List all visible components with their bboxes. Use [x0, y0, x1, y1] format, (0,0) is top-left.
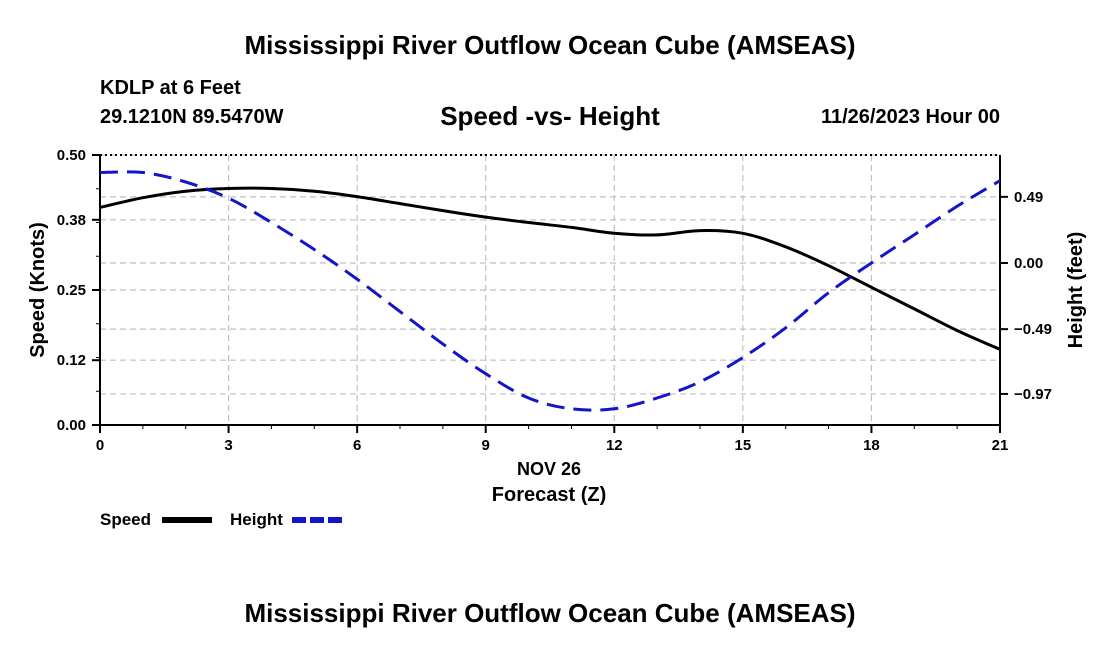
series-lines	[99, 170, 1001, 412]
chart-title: Mississippi River Outflow Ocean Cube (AM…	[244, 30, 856, 60]
y-right-tick-label: −0.49	[1014, 321, 1052, 338]
legend-label-height: Height	[230, 510, 283, 529]
station-coordinates: 29.1210N 89.5470W	[100, 106, 284, 128]
height-line	[99, 170, 1001, 412]
chart-subtitle: Speed -vs- Height	[440, 101, 660, 131]
x-axis-label: Forecast (Z)	[492, 484, 606, 506]
x-tick-label: 21	[992, 437, 1009, 454]
y-right-tick-label: −0.97	[1014, 386, 1052, 403]
footer-chart-title: Mississippi River Outflow Ocean Cube (AM…	[244, 598, 856, 628]
y-right-tick-label: 0.49	[1014, 189, 1043, 206]
x-tick-label: 15	[735, 437, 752, 454]
x-tick-label: 6	[353, 437, 361, 454]
y-axis-right-label: Height (feet)	[1065, 232, 1087, 349]
legend: Speed Height	[100, 510, 342, 529]
x-tick-label: 0	[96, 437, 104, 454]
y-axis-left-label: Speed (Knots)	[27, 222, 49, 358]
y-left-tick-label: 0.12	[57, 352, 86, 369]
x-tick-label: 12	[606, 437, 623, 454]
x-tick-label: 18	[863, 437, 880, 454]
y-left-tick-label: 0.38	[57, 212, 86, 229]
axes: 0 3 6 9 12 15 18 21 0.00 0.12 0.25 0.38 0.50 0.49 0.00…	[57, 147, 1052, 454]
y-left-tick-label: 0.25	[57, 282, 86, 299]
y-left-tick-label: 0.50	[57, 147, 86, 164]
forecast-datetime: 11/26/2023 Hour 00	[820, 106, 1000, 128]
y-right-tick-label: 0.00	[1014, 255, 1043, 272]
y-left-tick-label: 0.00	[57, 417, 86, 434]
x-tick-label: 3	[224, 437, 232, 454]
legend-label-speed: Speed	[100, 510, 151, 529]
axis-labels: NOV 26 Forecast (Z) Speed (Knots) Height…	[27, 222, 1087, 506]
station-label: KDLP at 6 Feet	[100, 77, 241, 99]
x-tick-label: 9	[482, 437, 490, 454]
x-axis-date-label: NOV 26	[517, 459, 581, 479]
grid	[99, 154, 1001, 426]
